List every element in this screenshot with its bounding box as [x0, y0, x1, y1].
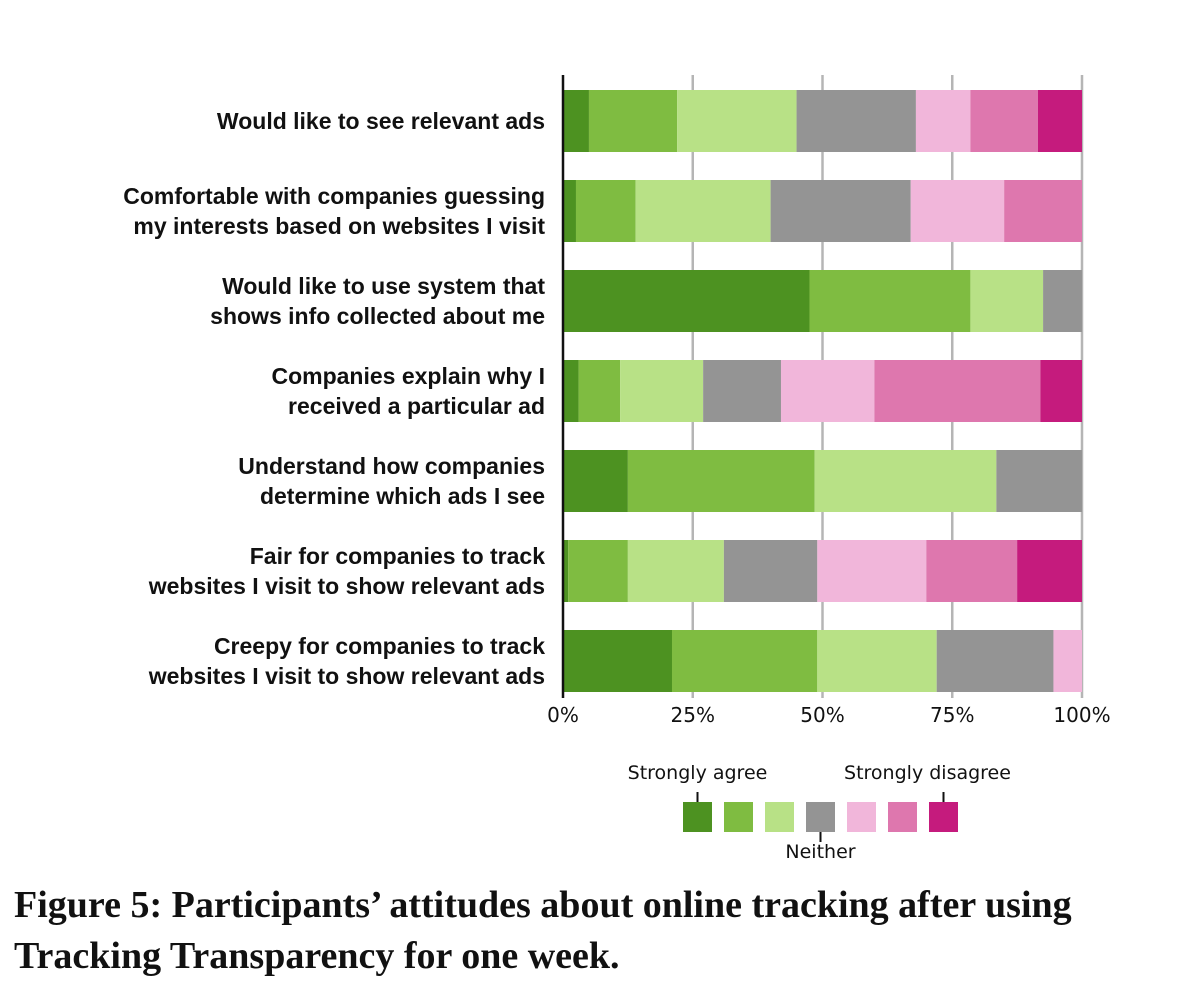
bar-segment	[817, 630, 937, 692]
bar-segment	[1004, 180, 1082, 242]
bar-segment	[677, 90, 797, 152]
category-label: Companies explain why I	[271, 363, 545, 389]
bar-segment	[563, 270, 810, 332]
bars	[563, 90, 1082, 692]
legend-swatch	[683, 802, 712, 832]
category-label: Creepy for companies to track	[214, 633, 545, 659]
legend-swatch	[929, 802, 958, 832]
bar-segment	[1043, 270, 1082, 332]
legend: Strongly agree Strongly disagree Neither	[628, 762, 1011, 863]
category-label: websites I visit to show relevant ads	[148, 573, 545, 599]
legend-label-neither: Neither	[785, 841, 855, 863]
x-tick-label: 0%	[547, 703, 579, 727]
x-tick-label: 75%	[930, 703, 974, 727]
bar-segment	[1040, 360, 1082, 422]
category-label: received a particular ad	[288, 393, 545, 419]
category-label: Would like to use system that	[222, 273, 545, 299]
category-label: Comfortable with companies guessing	[123, 183, 545, 209]
bar-segment	[563, 630, 672, 692]
category-label: Fair for companies to track	[250, 543, 545, 569]
bar-segment	[563, 360, 579, 422]
legend-swatch	[765, 802, 794, 832]
bar-segment	[627, 540, 724, 602]
category-label: determine which ads I see	[260, 483, 545, 509]
bar-segment	[635, 180, 771, 242]
category-label: Understand how companies	[238, 453, 545, 479]
bar-segment	[575, 180, 636, 242]
bar-segment	[910, 180, 1005, 242]
bar-segment	[770, 180, 911, 242]
bar-segment	[1017, 540, 1082, 602]
legend-swatch	[806, 802, 835, 832]
bar-segment	[936, 630, 1054, 692]
bar-segment	[568, 540, 628, 602]
bar-segment	[563, 540, 569, 602]
bar-segment	[796, 90, 916, 152]
bar-segment	[563, 450, 628, 512]
chart: Would like to see relevant ads Comfortabl…	[123, 75, 1111, 863]
bar-segment	[970, 270, 1044, 332]
category-labels: Would like to see relevant ads Comfortabl…	[123, 108, 545, 689]
x-tick-label: 50%	[800, 703, 844, 727]
bar-segment	[627, 450, 815, 512]
legend-swatch	[847, 802, 876, 832]
bar-segment	[814, 450, 997, 512]
bar-segment	[809, 270, 971, 332]
legend-swatch	[888, 802, 917, 832]
legend-swatch	[724, 802, 753, 832]
category-label: my interests based on websites I visit	[133, 213, 545, 239]
bar-segment	[723, 540, 818, 602]
legend-label-strongly-disagree: Strongly disagree	[844, 762, 1011, 784]
category-label: websites I visit to show relevant ads	[148, 663, 545, 689]
bar-segment	[620, 360, 704, 422]
bar-segment	[671, 630, 818, 692]
bar-segment	[588, 90, 678, 152]
x-tick-label: 25%	[671, 703, 715, 727]
bar-segment	[926, 540, 1018, 602]
bar-segment	[996, 450, 1082, 512]
bar-segment	[1037, 90, 1082, 152]
category-label: Would like to see relevant ads	[217, 108, 545, 134]
category-label: shows info collected about me	[210, 303, 545, 329]
figure-caption: Figure 5: Participants’ attitudes about …	[14, 884, 1072, 977]
bar-segment	[780, 360, 875, 422]
bar-segment	[563, 180, 576, 242]
bar-segment	[703, 360, 781, 422]
bar-segment	[970, 90, 1038, 152]
bar-segment	[563, 90, 589, 152]
bar-segment	[817, 540, 927, 602]
x-tick-label: 100%	[1053, 703, 1110, 727]
bar-segment	[578, 360, 621, 422]
x-tick-labels: 0% 25% 50% 75% 100%	[547, 703, 1110, 727]
bar-segment	[915, 90, 971, 152]
legend-label-strongly-agree: Strongly agree	[628, 762, 768, 784]
bar-segment	[1053, 630, 1082, 692]
bar-segment	[874, 360, 1041, 422]
